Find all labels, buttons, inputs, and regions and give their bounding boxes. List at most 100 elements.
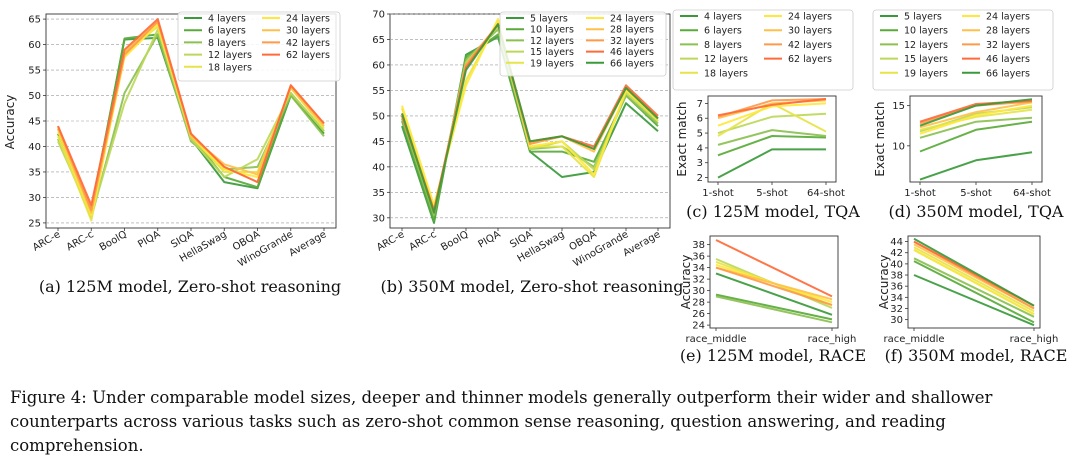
legend-label-b: 24 layers: [610, 14, 654, 25]
sub-caption-c: (c) 125M model, TQA: [686, 202, 860, 221]
y-tick-label-a: 45: [28, 117, 41, 128]
y-tick-label-b: 65: [372, 35, 385, 46]
series-line-f-10: [913, 237, 1035, 307]
y-tick-label-d: 15: [892, 101, 905, 112]
legend-label-c: 4 layers: [704, 12, 742, 23]
legend-label-c: 30 layers: [788, 26, 832, 37]
x-tick-label-a: PIQA: [136, 229, 162, 250]
legend-label-d: 10 layers: [904, 26, 948, 37]
y-tick-label-e: 38: [692, 240, 705, 251]
x-tick-label-c: 1-shot: [702, 188, 734, 199]
y-tick-label-d: 10: [892, 141, 905, 152]
y-tick-label-f: 36: [890, 282, 903, 293]
series-line-e-9: [715, 239, 833, 298]
y-axis-label-f: Accuracy: [877, 255, 891, 310]
y-tick-label-e: 30: [692, 286, 705, 297]
legend-label-c: 6 layers: [704, 26, 742, 37]
sub-caption-f: (f) 350M model, RACE: [885, 346, 1068, 365]
legend-label-d: 46 layers: [986, 54, 1030, 65]
legend-box-d: [872, 9, 1054, 91]
x-tick-label-f: race_high: [1010, 334, 1059, 345]
y-tick-label-a: 30: [28, 193, 41, 204]
y-tick-label-a: 55: [28, 66, 41, 77]
series-line-d-5: [919, 108, 1033, 131]
y-tick-label-a: 60: [28, 40, 41, 51]
series-line-f-2: [913, 260, 1035, 324]
y-tick-label-c: 6: [697, 114, 703, 125]
plot-frame-c: [707, 95, 837, 183]
legend-label-b: 10 layers: [530, 25, 574, 36]
plot-frame-e: [709, 235, 839, 329]
x-tick-label-a: Average: [287, 229, 328, 259]
series-line-d-6: [919, 104, 1033, 135]
legend-label-c: 12 layers: [704, 54, 748, 65]
series-line-f-3: [913, 257, 1035, 318]
legend-label-d: 15 layers: [904, 54, 948, 65]
series-line-a-9: [57, 18, 325, 207]
y-tick-label-c: 2: [697, 173, 703, 184]
legend-label-a: 24 layers: [286, 14, 330, 25]
legend-label-b: 28 layers: [610, 25, 654, 36]
x-tick-label-d: 5-shot: [960, 188, 992, 199]
legend-label-a: 62 layers: [286, 50, 330, 61]
legend-label-a: 8 layers: [208, 38, 246, 49]
sub-caption-e: (e) 125M model, RACE: [680, 346, 866, 365]
y-tick-label-e: 34: [692, 263, 705, 274]
y-tick-label-a: 25: [28, 218, 41, 229]
y-axis-label-e: Accuracy: [679, 255, 693, 310]
x-tick-label-b: ARC-e: [375, 229, 407, 254]
x-tick-label-c: 64-shot: [807, 188, 845, 199]
legend-label-b: 5 layers: [530, 14, 568, 25]
series-line-c-3: [717, 129, 827, 146]
legend-box-c: [672, 9, 854, 91]
series-line-d-3: [919, 116, 1033, 139]
series-line-d-2: [919, 120, 1033, 153]
series-line-b-10: [401, 23, 659, 214]
legend-label-b: 46 layers: [610, 47, 654, 58]
y-tick-label-f: 44: [890, 237, 903, 248]
x-tick-label-e: race_middle: [685, 334, 746, 345]
x-tick-label-b: ARC-c: [408, 229, 439, 253]
legend-label-b: 19 layers: [530, 58, 574, 69]
legend-label-d: 12 layers: [904, 40, 948, 51]
y-tick-label-e: 36: [692, 252, 705, 263]
y-tick-label-e: 24: [692, 321, 705, 332]
plot-frame-f: [907, 235, 1041, 329]
legend-label-c: 42 layers: [788, 40, 832, 51]
legend-label-d: 19 layers: [904, 68, 948, 79]
x-tick-label-e: race_high: [808, 334, 857, 345]
legend-label-d: 66 layers: [986, 68, 1030, 79]
y-tick-label-b: 60: [372, 60, 385, 71]
legend-label-a: 4 layers: [208, 14, 246, 25]
x-tick-label-d: 1-shot: [904, 188, 936, 199]
legend-label-c: 18 layers: [704, 68, 748, 79]
y-tick-label-b: 50: [372, 111, 385, 122]
x-tick-label-a: BoolQ: [98, 229, 129, 253]
y-tick-label-c: 7: [697, 99, 703, 110]
series-line-c-9: [717, 98, 827, 117]
sub-caption-a: (a) 125M model, Zero-shot reasoning: [39, 277, 341, 296]
y-tick-label-f: 42: [890, 248, 903, 259]
y-tick-label-a: 65: [28, 15, 41, 26]
y-tick-label-b: 40: [372, 162, 385, 173]
legend-label-c: 62 layers: [788, 54, 832, 65]
series-line-e-1: [715, 272, 833, 316]
legend-box-b: [499, 11, 667, 77]
y-tick-label-b: 35: [372, 188, 385, 199]
x-tick-label-c: 5-shot: [756, 188, 788, 199]
y-tick-label-a: 35: [28, 167, 41, 178]
legend-label-a: 12 layers: [208, 50, 252, 61]
x-tick-label-d: 64-shot: [1013, 188, 1051, 199]
y-tick-label-f: 34: [890, 293, 903, 304]
y-tick-label-c: 5: [697, 129, 703, 140]
legend-label-b: 12 layers: [530, 36, 574, 47]
legend-label-b: 66 layers: [610, 58, 654, 69]
y-tick-label-a: 40: [28, 142, 41, 153]
y-tick-label-e: 26: [692, 309, 705, 320]
legend-label-d: 28 layers: [986, 26, 1030, 37]
series-line-d-10: [919, 98, 1033, 127]
y-tick-label-e: 32: [692, 275, 705, 286]
y-tick-label-c: 4: [697, 143, 703, 154]
x-tick-label-b: PIQA: [476, 229, 502, 250]
